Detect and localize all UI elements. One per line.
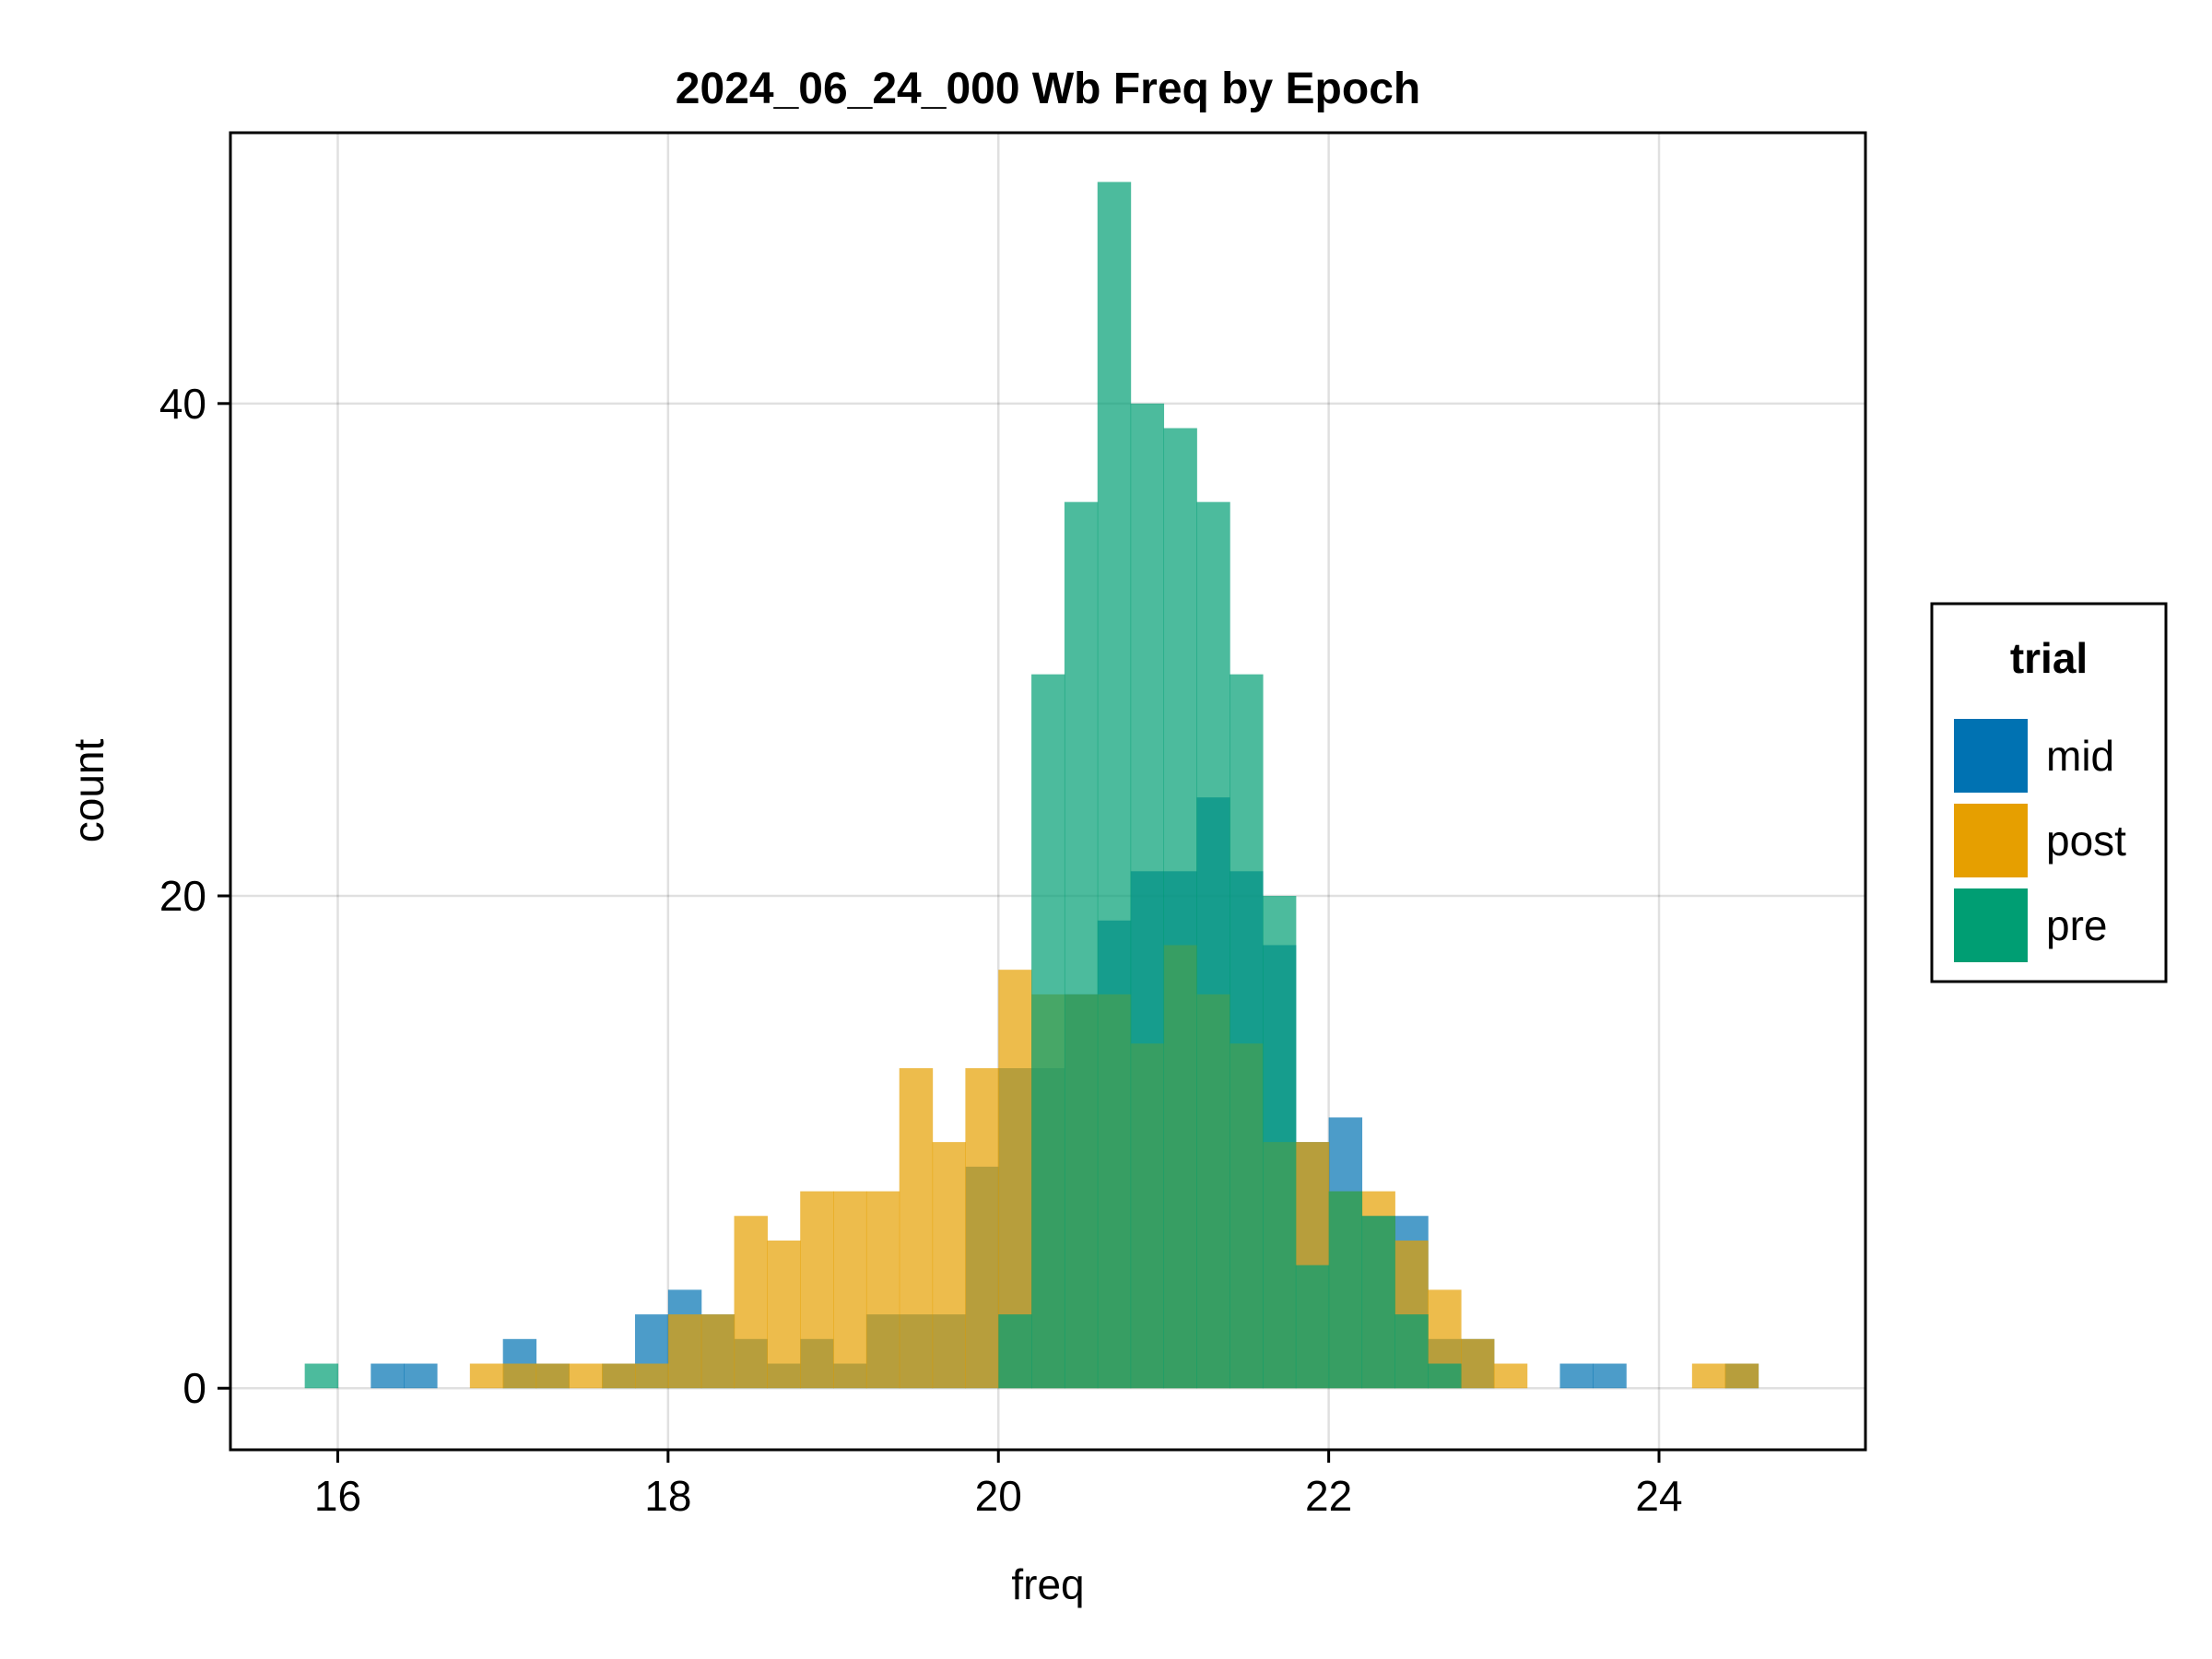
bar-post (800, 1191, 834, 1389)
y-tick-label: 0 (182, 1364, 206, 1412)
legend-label-pre: pre (2046, 901, 2107, 949)
bar-pre (1097, 182, 1132, 1389)
y-tick-label: 40 (159, 380, 206, 428)
bar-post (1460, 1338, 1495, 1389)
bar-pre (304, 1363, 339, 1389)
bar-pre (1163, 428, 1197, 1389)
x-tick-label: 24 (1635, 1472, 1682, 1520)
x-tick-label: 22 (1305, 1472, 1352, 1520)
legend: trial mid post pre (1930, 602, 2168, 983)
legend-label-mid: mid (2046, 732, 2114, 780)
legend-swatch-mid (1954, 719, 2028, 793)
legend-swatch-pre (1954, 888, 2028, 962)
series-pre (304, 182, 1462, 1389)
bar-pre (1394, 1314, 1429, 1389)
plot-frame (229, 131, 1867, 1452)
bar-post (700, 1314, 735, 1389)
bar-pre (1328, 1191, 1363, 1389)
bar-mid (1593, 1363, 1627, 1389)
bar-mid (371, 1363, 405, 1389)
legend-label-post: post (2046, 817, 2126, 865)
legend-items: mid post pre (1954, 719, 2126, 962)
bar-pre (1196, 501, 1230, 1389)
bar-post (602, 1363, 636, 1389)
bars (304, 182, 1759, 1389)
x-tick-label: 20 (975, 1472, 1022, 1520)
bar-post (469, 1363, 504, 1389)
bar-pre (1295, 1265, 1330, 1389)
bar-pre (1428, 1363, 1462, 1389)
bar-post (833, 1191, 867, 1389)
bar-pre (1031, 674, 1065, 1389)
y-axis-label: count (65, 739, 112, 843)
bar-post (569, 1363, 603, 1389)
bar-pre (1262, 896, 1297, 1389)
bar-post (635, 1363, 669, 1389)
bar-post (1493, 1363, 1528, 1389)
bar-post (965, 1067, 999, 1389)
bar-post (535, 1363, 570, 1389)
bar-post (502, 1363, 537, 1389)
bar-post (1724, 1363, 1759, 1389)
bar-post (865, 1191, 900, 1389)
x-axis-label: freq (1011, 1560, 1084, 1608)
bar-pre (1130, 403, 1165, 1389)
chart-title: 2024_06_24_000 Wb Freq by Epoch (676, 65, 1420, 113)
bar-post (1691, 1363, 1726, 1389)
y-tick-label: 20 (159, 872, 206, 920)
bar-pre (1361, 1216, 1395, 1389)
x-tick-label: 18 (644, 1472, 691, 1520)
bar-pre (1230, 674, 1264, 1389)
bar-pre (998, 1314, 1032, 1389)
bar-post (932, 1142, 967, 1389)
bar-post (767, 1240, 801, 1389)
bar-pre (1064, 501, 1099, 1389)
bar-mid (1559, 1363, 1594, 1389)
bar-post (667, 1314, 702, 1389)
x-tick-label: 16 (314, 1472, 361, 1520)
legend-title: trial (2010, 634, 2088, 682)
bar-post (899, 1067, 934, 1389)
ticks: 16 18 20 22 24 0 20 40 (159, 380, 1683, 1520)
legend-swatch-post (1954, 804, 2028, 877)
bar-mid (404, 1363, 438, 1389)
bar-post (734, 1216, 768, 1389)
